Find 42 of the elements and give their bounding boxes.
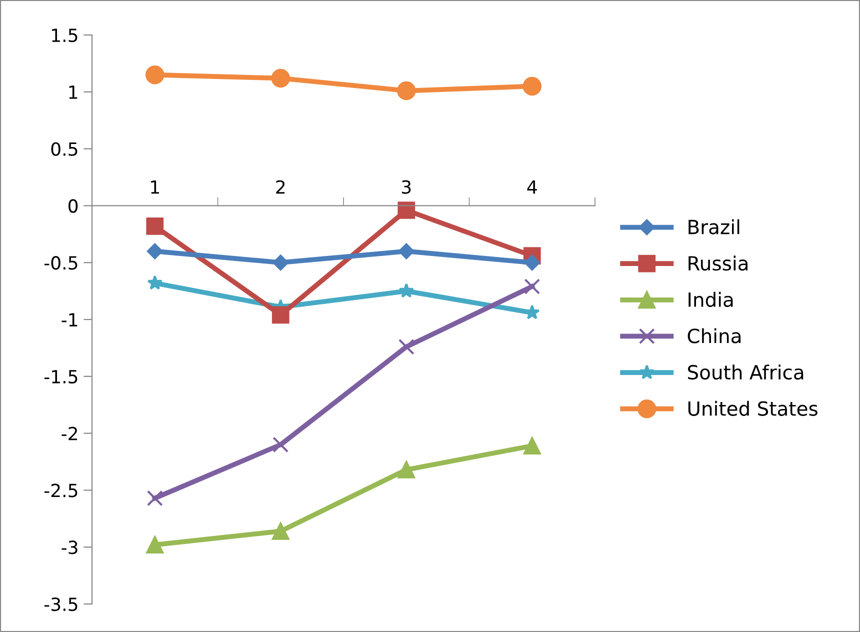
legend-label: India: [688, 292, 733, 307]
point: [147, 275, 163, 290]
point: [398, 461, 416, 478]
y-tick-label: -1: [62, 313, 78, 326]
legend-label: United States: [688, 400, 818, 416]
point: [398, 202, 416, 219]
y-tick-label: -2: [62, 426, 77, 440]
x-tick-label: 4: [527, 180, 537, 194]
x-tick-label: 2: [276, 180, 285, 194]
y-tick-label: 1: [69, 86, 78, 99]
point: [524, 254, 540, 271]
legend-label: South Africa: [688, 364, 804, 380]
point: [271, 68, 290, 88]
point: [396, 81, 416, 100]
point: [146, 243, 163, 260]
y-tick-label: -3: [62, 540, 78, 554]
legend-label: Brazil: [688, 219, 740, 234]
y-tick-label: 1.5: [52, 28, 78, 42]
point: [145, 65, 164, 84]
point: [272, 254, 289, 271]
y-tick-label: -2.5: [44, 484, 78, 498]
y-tick-label: -1.5: [44, 370, 78, 384]
point: [398, 243, 414, 260]
point: [272, 522, 290, 540]
point: [272, 306, 290, 324]
x-tick-label: 3: [402, 180, 411, 194]
point: [146, 218, 164, 235]
x-tick-label: 1: [151, 180, 159, 194]
point: [272, 436, 289, 453]
point: [522, 76, 542, 96]
point: [398, 338, 414, 355]
legend-label: China: [688, 328, 741, 344]
legend-label: Russia: [688, 256, 748, 271]
point: [523, 437, 541, 454]
point: [524, 278, 540, 294]
point: [146, 490, 163, 506]
y-tick-label: -0.5: [44, 256, 78, 270]
y-tick-label: 0: [68, 199, 78, 213]
point: [398, 283, 414, 298]
point: [146, 536, 164, 554]
y-tick-label: 0.5: [51, 142, 78, 156]
y-tick-label: -3.5: [44, 597, 78, 612]
